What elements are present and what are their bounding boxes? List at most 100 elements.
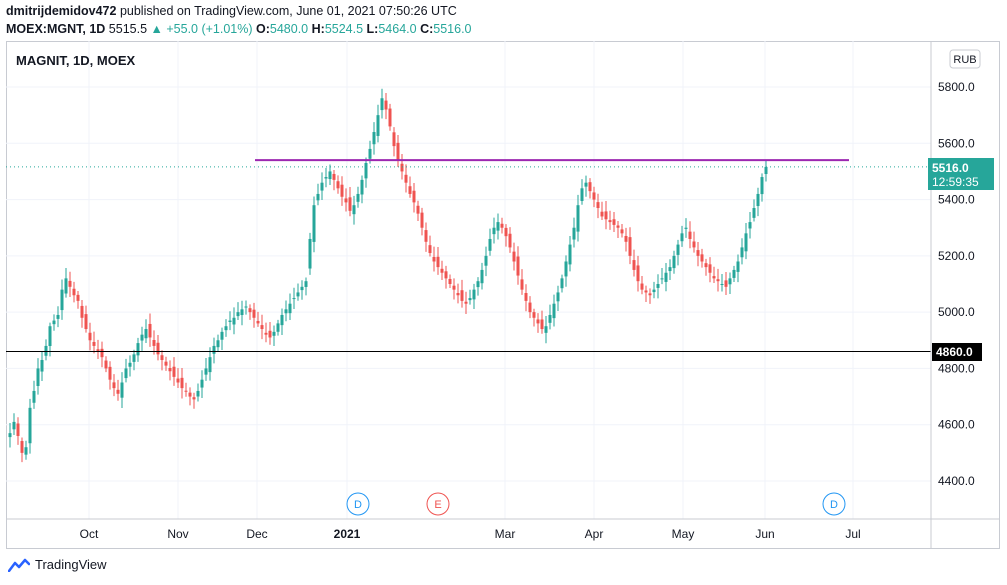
- candle-body: [496, 222, 500, 231]
- candle-body: [664, 272, 668, 282]
- candle-body: [80, 305, 84, 318]
- candle-body: [480, 269, 484, 284]
- candle-body: [160, 355, 164, 360]
- candle-body: [696, 250, 700, 256]
- price-tick-label: 4800.0: [938, 361, 975, 375]
- candle-body: [588, 182, 592, 192]
- candle-body: [36, 368, 40, 386]
- tradingview-logo-icon: [8, 558, 30, 572]
- dividend-marker-2[interactable]: D: [822, 492, 846, 516]
- candle-body: [548, 314, 552, 323]
- open-value: 5480.0: [269, 22, 309, 36]
- candle-body: [764, 166, 768, 175]
- time-tick-label: 2021: [334, 527, 361, 541]
- candle-body: [48, 326, 52, 347]
- candle-body: [212, 345, 216, 354]
- price-change: ▲ +55.0 (+1.01%): [150, 22, 253, 36]
- candle-body: [236, 312, 240, 317]
- candle-body: [324, 177, 328, 179]
- candle-body: [240, 309, 244, 316]
- candle-body: [700, 254, 704, 262]
- candle-body: [464, 301, 468, 304]
- candlestick-chart[interactable]: MAGNIT, 1D, MOEX RUB 5800.05600.05400.05…: [6, 41, 1000, 549]
- candle-body: [596, 202, 600, 209]
- candle-body: [144, 329, 148, 339]
- candle-body: [260, 325, 264, 330]
- candle-body: [280, 314, 284, 326]
- candle-body: [628, 237, 632, 256]
- candle-body: [580, 188, 584, 201]
- candle-body: [748, 222, 752, 229]
- countdown-timer: 12:59:35: [932, 175, 979, 189]
- candle-body: [92, 341, 96, 346]
- low-value: 5464.0: [378, 22, 417, 36]
- candle-body: [208, 357, 212, 373]
- candle-body: [532, 312, 536, 318]
- candle-body: [408, 186, 412, 194]
- candle-body: [584, 182, 588, 187]
- candle-body: [716, 279, 720, 282]
- dividend-marker-1[interactable]: D: [346, 492, 370, 516]
- candle-body: [184, 390, 188, 392]
- candle-body: [192, 397, 196, 400]
- svg-text:E: E: [434, 499, 441, 511]
- time-tick-label: Apr: [585, 527, 604, 541]
- candle-body: [524, 293, 528, 301]
- price-tick-label: 5600.0: [938, 136, 975, 150]
- chart-title: MAGNIT, 1D, MOEX: [16, 53, 136, 68]
- candle-body: [136, 343, 140, 356]
- candle-body: [392, 132, 396, 147]
- candle-body: [444, 271, 448, 279]
- candle-body: [656, 284, 660, 288]
- tradingview-footer[interactable]: TradingView: [8, 557, 107, 572]
- candle-body: [492, 227, 496, 235]
- candle-body: [40, 359, 44, 372]
- candle-body: [460, 290, 464, 301]
- candle-body: [336, 181, 340, 189]
- candle-body: [620, 229, 624, 234]
- currency-badge[interactable]: RUB: [949, 49, 981, 69]
- candle-body: [456, 293, 460, 296]
- candle-body: [632, 260, 636, 270]
- candle-body: [164, 361, 168, 366]
- earnings-marker[interactable]: E: [426, 492, 450, 516]
- candle-body: [756, 193, 760, 207]
- candle-body: [740, 247, 744, 258]
- time-tick-label: Dec: [246, 527, 267, 541]
- candle-body: [416, 205, 420, 214]
- candle-body: [28, 407, 32, 444]
- candle-body: [720, 284, 724, 285]
- candle-body: [112, 382, 116, 389]
- author-username[interactable]: dmitrijdemidov472: [6, 4, 117, 18]
- candle-body: [96, 349, 100, 352]
- candle-body: [704, 263, 708, 268]
- last-price-tag: 5516.0 12:59:35: [928, 158, 994, 190]
- candle-body: [368, 148, 372, 159]
- candle-body: [180, 377, 184, 389]
- candle-body: [312, 205, 316, 242]
- candle-body: [328, 171, 332, 180]
- candle-body: [516, 256, 520, 276]
- candle-body: [736, 261, 740, 272]
- candle-body: [248, 308, 252, 313]
- candle-body: [216, 340, 220, 348]
- candle-body: [540, 319, 544, 330]
- candles: [8, 88, 768, 463]
- candle-body: [608, 220, 612, 223]
- candle-body: [412, 190, 416, 203]
- candle-body: [348, 197, 352, 211]
- candle-body: [384, 100, 388, 110]
- candle-body: [504, 227, 508, 237]
- candle-body: [284, 309, 288, 314]
- candle-body: [272, 331, 276, 336]
- candle-body: [60, 289, 64, 311]
- candle-body: [44, 345, 48, 356]
- candle-body: [668, 267, 672, 272]
- candle-body: [476, 281, 480, 288]
- candle-body: [404, 174, 408, 183]
- candle-body: [72, 288, 76, 296]
- last-price-tag-value: 5516.0: [932, 161, 969, 175]
- candle-body: [232, 317, 236, 325]
- candle-body: [744, 233, 748, 252]
- candle-body: [660, 278, 664, 280]
